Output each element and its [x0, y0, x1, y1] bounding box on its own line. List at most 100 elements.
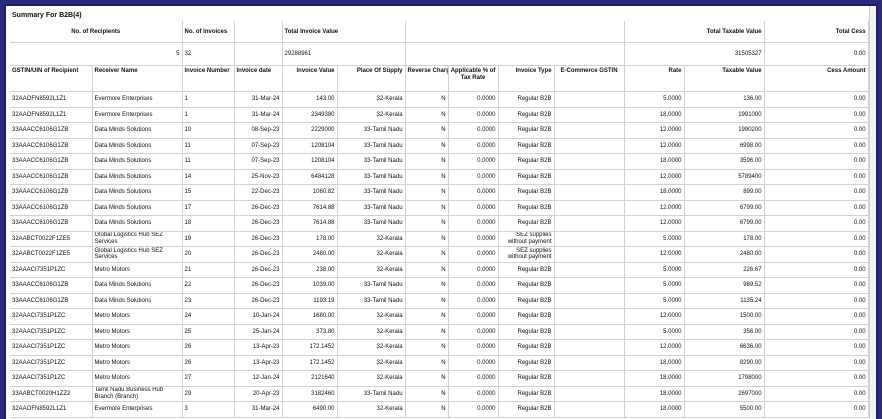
- cell-value: 7614.88: [282, 215, 338, 232]
- cell-cess: 0.00: [764, 386, 869, 402]
- col-invoice-date: Invoice date: [234, 65, 283, 92]
- cell-rc: N: [405, 184, 449, 201]
- cell-rc: N: [405, 91, 449, 108]
- cell-gstin: 33AAACC6106G1ZB: [10, 277, 93, 294]
- table-row: 32AAOFN8592L1Z1 Evermore Enterprises 1 31-M…: [10, 91, 869, 108]
- cell-ecom: [554, 200, 625, 216]
- cell-type: Regular B2B: [498, 324, 555, 340]
- cell-taxable: 899.00: [684, 184, 765, 201]
- cell-ecom: [554, 215, 625, 232]
- cell-rate: 5.0000: [624, 293, 685, 309]
- cell-pos: 33-Tamil Nadu: [337, 122, 406, 139]
- cell-cess: 0.00: [764, 169, 869, 185]
- scrollbar[interactable]: [869, 6, 876, 419]
- cell-date: 31-Mar-24: [234, 107, 283, 123]
- cell-inv_no: 10: [182, 122, 235, 139]
- cell-type: Regular B2B: [498, 200, 555, 216]
- cell-cess: 0.00: [764, 122, 869, 139]
- cell-ecom: [554, 308, 625, 325]
- cell-type: Regular B2B: [498, 138, 555, 154]
- table-row: 33AAACC6106G1ZB Data Minds Solutions 18 26-…: [10, 215, 869, 232]
- cell-date: 31-Mar-24: [234, 91, 283, 108]
- cell-gstin: 32AAACI7351P1ZC: [10, 370, 93, 387]
- cell-receiver: Data Minds Solutions: [92, 138, 183, 154]
- cell-inv_no: 25: [182, 324, 235, 340]
- invoice-value-label: Total Invoice Value: [282, 21, 406, 43]
- cell-ecom: [554, 91, 625, 108]
- cell-gstin: 32AAACI7351P1ZC: [10, 262, 93, 278]
- cell-ecom: [554, 262, 625, 278]
- cell-app: 0.0000: [448, 107, 499, 123]
- cell-value: 172.1452: [282, 339, 338, 356]
- cell-receiver: Evermore Enterprises: [92, 401, 183, 418]
- cell-ecom: [554, 355, 625, 371]
- cell-inv_no: 1: [182, 107, 235, 123]
- cell-cess: 0.00: [764, 370, 869, 387]
- cell-receiver: Metro Motors: [92, 324, 183, 340]
- cell-gstin: 33AAACC6106G1ZB: [10, 138, 93, 154]
- cell-date: 20-Apr-23: [234, 386, 283, 402]
- table-row: 32AAACI7351P1ZC Metro Motors 26 13-Apr-23 17…: [10, 339, 869, 356]
- cell-app: 0.0000: [448, 401, 499, 418]
- cell-rc: N: [405, 107, 449, 123]
- cell-receiver: Global Logistics Hub SEZ Services: [92, 246, 183, 263]
- cell-receiver: Metro Motors: [92, 262, 183, 278]
- cell-rc: N: [405, 355, 449, 371]
- cell-date: 26-Dec-23: [234, 293, 283, 309]
- table-row: 33AAACC6106G1ZB Data Minds Solutions 22 26-…: [10, 277, 869, 294]
- cell-ecom: [554, 153, 625, 170]
- col-ecommerce-gstin: E-Commerce GSTIN: [554, 65, 625, 92]
- col-applicable-pct: Applicable % of Tax Rate: [448, 65, 499, 92]
- cell-app: 0.0000: [448, 215, 499, 232]
- cell-taxable: 1135.24: [684, 293, 765, 309]
- cell-inv_no: 26: [182, 355, 235, 371]
- cell-receiver: Data Minds Solutions: [92, 200, 183, 216]
- cell-app: 0.0000: [448, 231, 499, 247]
- cell-date: 08-Sep-23: [234, 122, 283, 139]
- cell-pos: 32-Kerala: [337, 91, 406, 108]
- cell-gstin: 33AAACC6106G1ZB: [10, 122, 93, 139]
- col-receiver: Receiver Name: [92, 65, 183, 92]
- summary-values-row: 5 32 29288961 31505327 0.00: [10, 42, 869, 66]
- table-row: 33AAACC6106G1ZB Data Minds Solutions 10 08-…: [10, 122, 869, 139]
- cell-rc: N: [405, 122, 449, 139]
- cell-receiver: Data Minds Solutions: [92, 169, 183, 185]
- cell-rate: 12.0000: [624, 169, 685, 185]
- cell-ecom: [554, 138, 625, 154]
- cell-taxable: 5500.00: [684, 401, 765, 418]
- invoices-value: 32: [182, 42, 235, 66]
- cell-value: 3182460: [282, 386, 338, 402]
- cell-cess: 0.00: [764, 293, 869, 309]
- cell-inv_no: 26: [182, 339, 235, 356]
- cell-gstin: 32AAACI7351P1ZC: [10, 355, 93, 371]
- col-rate: Rate: [624, 65, 685, 92]
- table-row: 33AAACC6106G1ZB Data Minds Solutions 14 25-…: [10, 169, 869, 185]
- col-invoice-type: Invoice Type: [498, 65, 555, 92]
- cell-cess: 0.00: [764, 401, 869, 418]
- cell-receiver: Data Minds Solutions: [92, 122, 183, 139]
- cell-cess: 0.00: [764, 153, 869, 170]
- cell-rc: N: [405, 308, 449, 325]
- cell-rc: N: [405, 370, 449, 387]
- cell-cess: 0.00: [764, 231, 869, 247]
- cell-rc: N: [405, 169, 449, 185]
- cell-value: 2121640: [282, 370, 338, 387]
- cell-app: 0.0000: [448, 339, 499, 356]
- cell-type: Regular B2B: [498, 262, 555, 278]
- table-row: 33AAACC6106G1ZB Data Minds Solutions 15 22-…: [10, 184, 869, 201]
- cell-pos: 33-Tamil Nadu: [337, 386, 406, 402]
- cell-type: Regular B2B: [498, 339, 555, 356]
- cell-inv_no: 11: [182, 138, 235, 154]
- cell-pos: 33-Tamil Nadu: [337, 200, 406, 216]
- cell-type: SEZ supplies without payment: [498, 246, 555, 263]
- cell-taxable: 1990200: [684, 122, 765, 139]
- cell-gstin: 32AAACI7351P1ZC: [10, 339, 93, 356]
- cell-app: 0.0000: [448, 308, 499, 325]
- cell-date: 26-Dec-23: [234, 246, 283, 263]
- cell-inv_no: 23: [182, 293, 235, 309]
- cell-gstin: 32AAACI7351P1ZC: [10, 308, 93, 325]
- cell-gstin: 33AAACC6106G1ZB: [10, 200, 93, 216]
- cell-date: 22-Dec-23: [234, 184, 283, 201]
- cell-app: 0.0000: [448, 153, 499, 170]
- cell-type: Regular B2B: [498, 355, 555, 371]
